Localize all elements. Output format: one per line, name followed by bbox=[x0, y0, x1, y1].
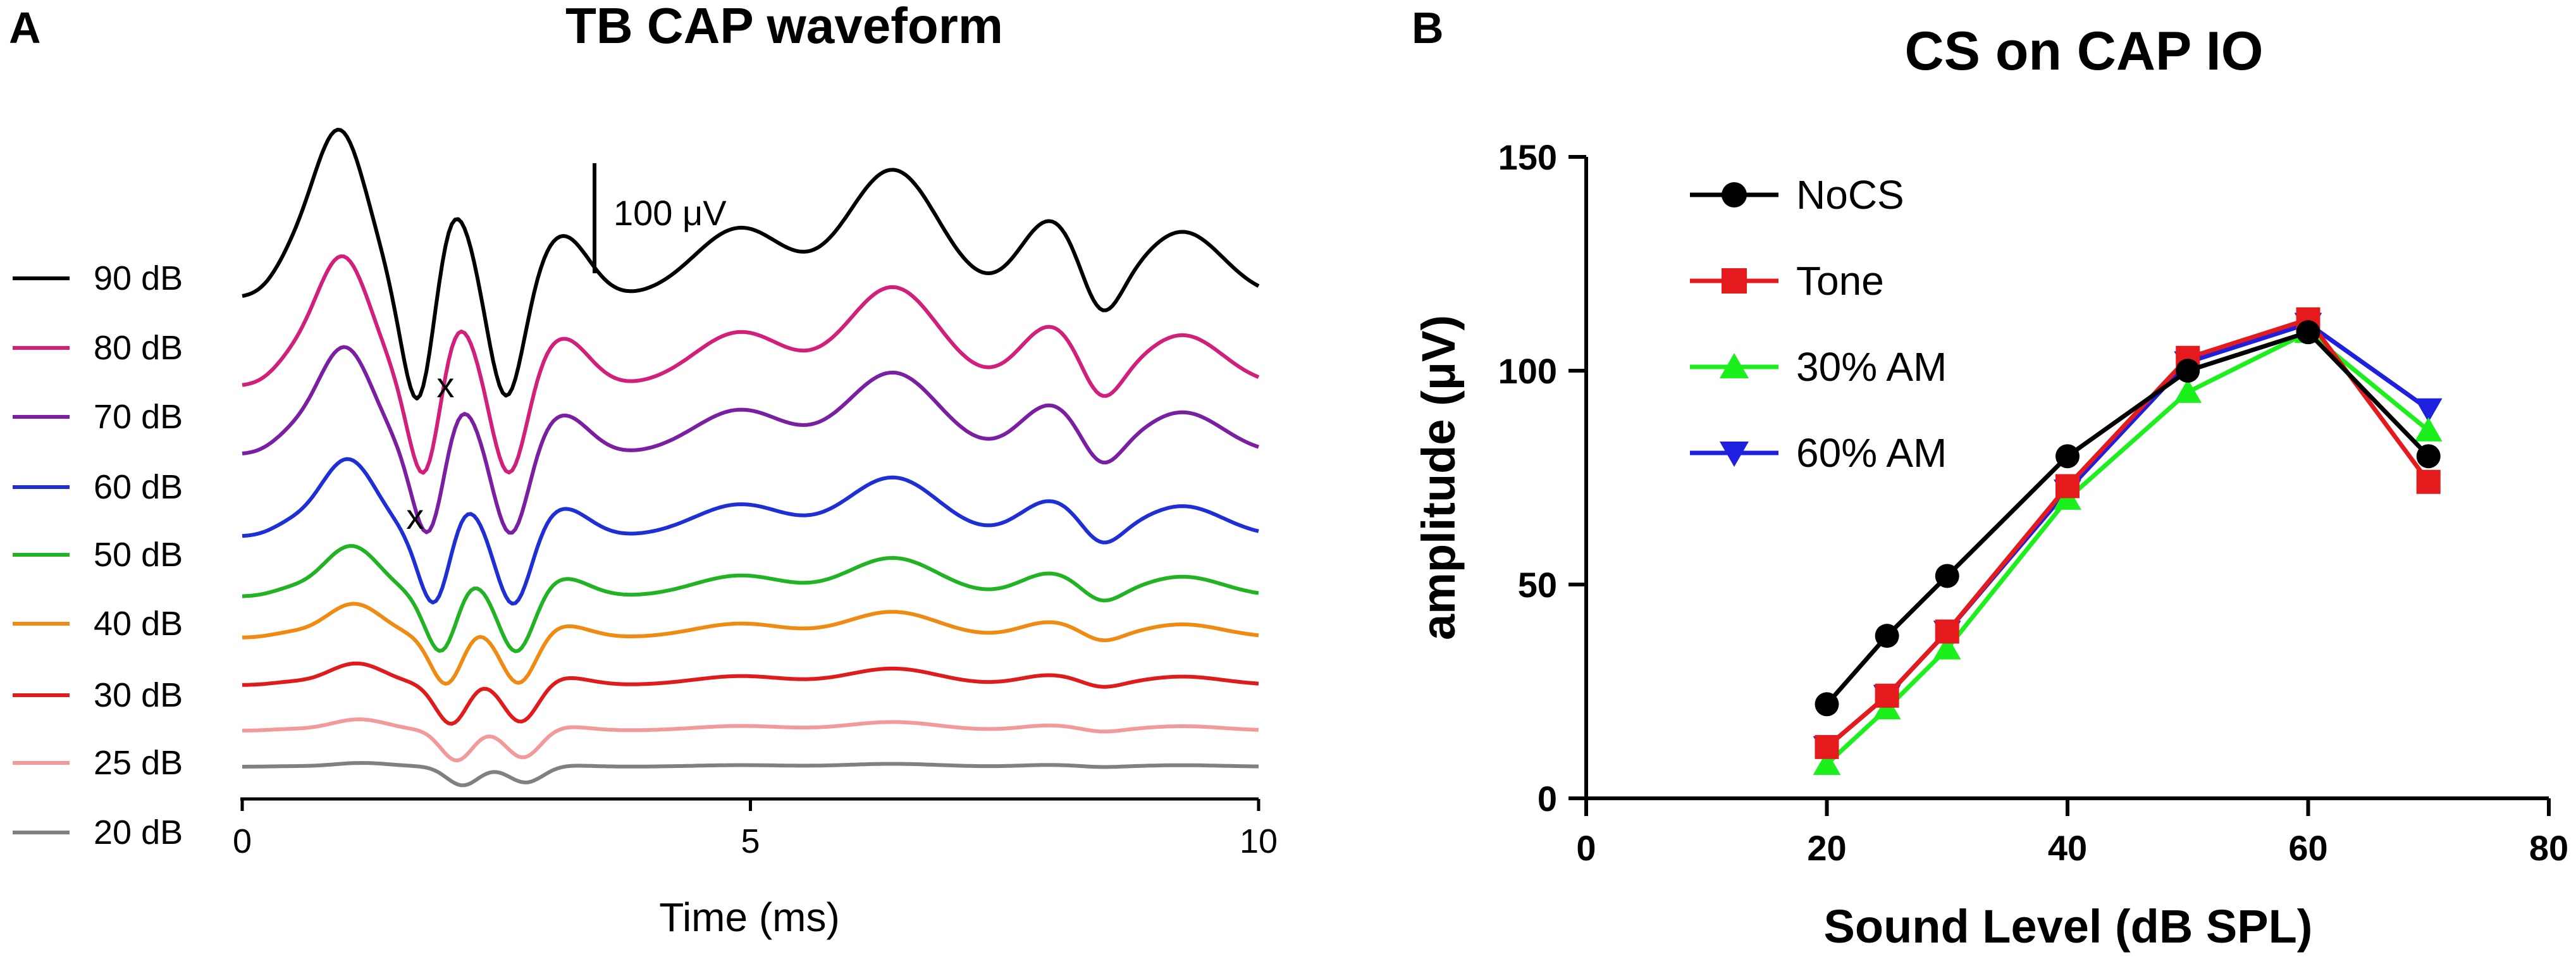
data-point-triangle-up bbox=[1720, 353, 1749, 378]
series-line bbox=[1825, 330, 2431, 766]
peak-markers: xx bbox=[406, 365, 454, 536]
x-tick-label: 60 bbox=[2288, 828, 2327, 868]
data-point-square bbox=[1722, 268, 1747, 294]
y-tick-label: 100 bbox=[1498, 351, 1557, 391]
series-tone bbox=[1815, 307, 2441, 759]
trace-label: 40 dB bbox=[94, 605, 183, 643]
io-y-ticks: 0 50 100 150 bbox=[1498, 137, 1586, 819]
trace-30-db bbox=[242, 661, 1259, 726]
legend-item: Tone bbox=[1690, 258, 1884, 304]
data-point-square bbox=[1935, 619, 1959, 644]
data-point-circle bbox=[1722, 182, 1747, 207]
waveform-chart-title: TB CAP waveform bbox=[565, 0, 1003, 54]
y-tick-label: 150 bbox=[1498, 137, 1557, 177]
scale-bar-label: 100 μV bbox=[613, 193, 727, 233]
legend-label: 30% AM bbox=[1796, 344, 1947, 390]
data-point-triangle-down bbox=[1720, 442, 1749, 467]
x-tick-label: 40 bbox=[2048, 828, 2087, 868]
io-y-axis-label: amplitude (μV) bbox=[1412, 315, 1465, 640]
trace-label: 80 dB bbox=[94, 329, 183, 367]
panel-a-letter: A bbox=[9, 3, 41, 53]
trace-40-db bbox=[242, 602, 1259, 686]
trace-90-db bbox=[242, 128, 1260, 401]
peak-marker: x bbox=[406, 497, 424, 536]
trace-80-db bbox=[242, 254, 1260, 475]
peak-marker: x bbox=[436, 365, 454, 405]
x-tick-label: 10 bbox=[1240, 822, 1278, 860]
io-x-ticks: 0 20 40 60 80 bbox=[1576, 798, 2568, 868]
x-tick-label: 0 bbox=[1576, 828, 1596, 868]
trace-label: 50 dB bbox=[94, 536, 183, 574]
trace-25-db bbox=[242, 717, 1259, 762]
io-series bbox=[1813, 307, 2443, 776]
trace-label: 30 dB bbox=[94, 676, 183, 714]
data-point-triangle-up bbox=[2174, 378, 2202, 403]
series-nocs bbox=[1815, 320, 2441, 717]
trace-label: 70 dB bbox=[94, 398, 183, 436]
data-point-square bbox=[1875, 683, 1899, 708]
x-tick-label: 20 bbox=[1807, 828, 1846, 868]
data-point-circle bbox=[2416, 444, 2441, 469]
trace-50-db bbox=[242, 544, 1259, 653]
data-point-circle bbox=[1875, 624, 1899, 648]
data-point-triangle-up bbox=[1933, 635, 1961, 660]
y-tick-label: 0 bbox=[1538, 779, 1557, 819]
io-legend: NoCS Tone 30% AM 60% AM bbox=[1690, 172, 1947, 476]
trace-60-db bbox=[242, 457, 1259, 606]
x-tick-label: 80 bbox=[2529, 828, 2568, 868]
data-point-circle bbox=[2176, 359, 2200, 383]
trace-label: 60 dB bbox=[94, 468, 183, 506]
legend-label: NoCS bbox=[1796, 172, 1904, 218]
panel-b-io-chart: B CS on CAP IO 0 50 100 150 0 20 40 60 80 ampli… bbox=[1412, 3, 2568, 953]
legend-label: 60% AM bbox=[1796, 430, 1947, 476]
trace-20-db bbox=[242, 761, 1259, 788]
panel-a-waveform-chart: A TB CAP waveform 100 μV 90 dB 80 dB 70 dB… bbox=[9, 0, 1278, 940]
data-point-triangle-up bbox=[1813, 751, 1841, 776]
waveform-x-axis-label: Time (ms) bbox=[659, 894, 840, 940]
data-point-square bbox=[2416, 469, 2441, 494]
x-tick-label: 0 bbox=[233, 822, 252, 860]
data-point-square bbox=[2055, 474, 2080, 498]
panel-b-letter: B bbox=[1412, 3, 1444, 53]
waveform-traces bbox=[242, 128, 1260, 788]
data-point-circle bbox=[1935, 564, 1959, 588]
data-point-square bbox=[1815, 734, 1839, 759]
waveform-x-ticks: 0 5 10 bbox=[233, 799, 1278, 860]
trace-label: 90 dB bbox=[94, 259, 183, 297]
data-point-circle bbox=[1815, 692, 1839, 717]
x-tick-label: 5 bbox=[741, 822, 760, 860]
data-point-circle bbox=[2296, 320, 2320, 345]
trace-label: 20 dB bbox=[94, 814, 183, 851]
legend-label: Tone bbox=[1796, 258, 1884, 304]
io-x-axis-label: Sound Level (dB SPL) bbox=[1824, 900, 2313, 953]
legend-item: NoCS bbox=[1690, 172, 1904, 218]
legend-item: 30% AM bbox=[1690, 344, 1947, 390]
trace-labels: 90 dB 80 dB 70 dB 60 dB 50 dB 40 dB 30 dB 25 dB… bbox=[13, 259, 183, 851]
data-point-triangle-up bbox=[2414, 417, 2443, 442]
trace-label: 25 dB bbox=[94, 744, 183, 782]
io-chart-title: CS on CAP IO bbox=[1904, 21, 2263, 82]
trace-70-db bbox=[242, 345, 1260, 535]
legend-item: 60% AM bbox=[1690, 430, 1947, 476]
data-point-triangle-down bbox=[2414, 398, 2443, 423]
data-point-circle bbox=[2055, 444, 2080, 469]
y-tick-label: 50 bbox=[1518, 565, 1557, 605]
